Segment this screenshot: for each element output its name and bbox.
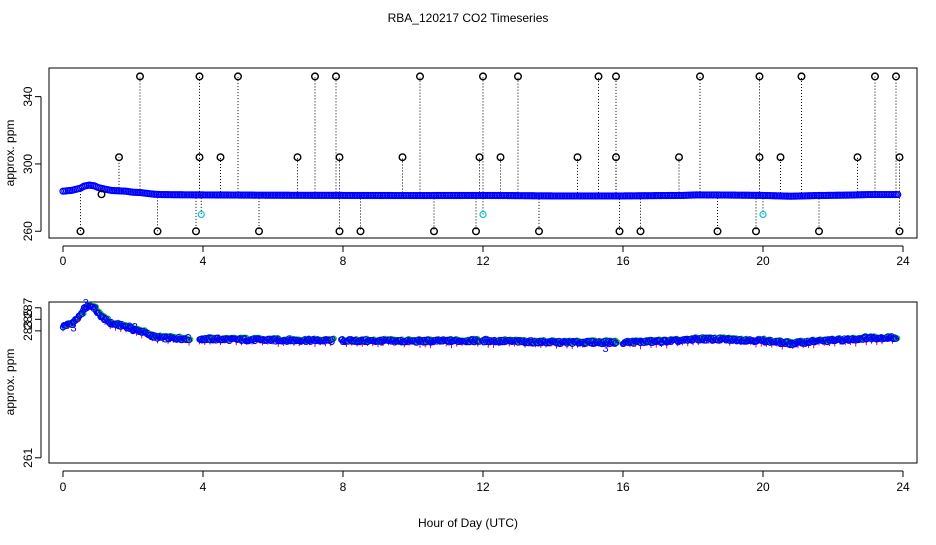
top-y-axis-label: approx. ppm	[3, 120, 17, 187]
top-plot-marks	[59, 72, 904, 236]
bottom-y-tick-label: 287	[21, 297, 35, 317]
bottom-y-tick-label: 261	[21, 447, 35, 467]
outlier-point	[892, 72, 901, 81]
outlier-point	[479, 72, 488, 81]
outlier-point	[895, 153, 904, 162]
bottom-plot-frame	[48, 301, 918, 464]
outlier-point	[472, 227, 481, 236]
outlier-point	[398, 153, 407, 162]
top-y-tick-label: 340	[21, 86, 35, 106]
outlier-point	[752, 227, 761, 236]
outlier-point	[871, 72, 880, 81]
outlier-point	[797, 72, 806, 81]
top-x-axis: 0 4 8 12 16 20 24	[60, 245, 910, 268]
outlier-point	[195, 72, 204, 81]
outlier-point	[612, 72, 621, 81]
bottom-x-tick-label: 24	[896, 480, 910, 494]
outlier-point	[612, 153, 621, 162]
outlier-point	[135, 72, 144, 81]
bottom-x-tick-label: 8	[340, 480, 347, 494]
outlier-point	[514, 72, 523, 81]
outlier-point	[853, 153, 862, 162]
outlier-point	[535, 227, 544, 236]
detail-annotation: 3	[132, 322, 138, 334]
top-x-tick-label: 16	[616, 254, 630, 268]
top-plot-frame	[48, 67, 918, 239]
top-x-tick-label: 24	[896, 254, 910, 268]
flagged-point	[197, 210, 205, 219]
bottom-plot-marks: 333 33	[59, 298, 901, 355]
outlier-point	[475, 153, 484, 162]
detail-point	[185, 336, 193, 344]
bottom-y-tick-label: 285	[21, 309, 35, 329]
detail-annotation: 3	[602, 343, 608, 355]
bottom-x-tick-label: 16	[616, 480, 630, 494]
bottom-y-tick-label: 283	[21, 321, 35, 341]
top-x-tick-label: 0	[60, 254, 67, 268]
top-y-axis: 260 300 340	[21, 86, 42, 241]
outlier-point	[815, 227, 824, 236]
outlier-point	[335, 153, 344, 162]
top-x-tick-label: 20	[756, 254, 770, 268]
outlier-point	[755, 153, 764, 162]
outlier-point	[153, 227, 162, 236]
chart-title: RBA_120217 CO2 Timeseries	[388, 11, 549, 25]
detail-point	[329, 335, 336, 343]
outlier-point	[76, 227, 85, 236]
outlier-point	[636, 227, 645, 236]
detail-point	[612, 339, 620, 346]
outlier-point	[311, 72, 320, 81]
outlier-point	[293, 153, 302, 162]
outlier-point	[114, 153, 123, 162]
outlier-point	[356, 227, 365, 236]
baseline-point	[894, 190, 902, 199]
bottom-x-tick-label: 4	[200, 480, 207, 494]
outlier-point	[594, 72, 603, 81]
bottom-x-axis: 0 4 8 12 16 20 24	[60, 470, 910, 494]
flagged-point	[479, 210, 487, 219]
outlier-point	[713, 227, 722, 236]
outlier-point	[195, 153, 204, 162]
bottom-x-tick-label: 12	[476, 480, 490, 494]
outlier-point	[335, 227, 344, 236]
outlier-point	[573, 153, 582, 162]
outlier-point	[97, 190, 106, 199]
outlier-point	[233, 72, 242, 81]
outlier-point	[254, 227, 263, 236]
outlier-point	[615, 227, 624, 236]
top-x-tick-label: 8	[340, 254, 347, 268]
detail-point	[79, 310, 86, 317]
top-y-tick-label: 300	[21, 154, 35, 174]
top-panel: 0 4 8 12 16 20 24 260 300 340 approx. ppm	[3, 67, 918, 268]
outlier-point	[496, 153, 505, 162]
detail-annotation: 3	[126, 321, 132, 333]
detail-annotation: 3	[70, 323, 76, 335]
outlier-point	[776, 153, 785, 162]
detail-point	[892, 335, 900, 342]
x-axis-label: Hour of Day (UTC)	[418, 516, 518, 530]
outlier-point	[332, 72, 341, 81]
outlier-point	[191, 227, 200, 236]
flagged-point	[759, 210, 767, 219]
bottom-x-tick-label: 0	[60, 480, 67, 494]
outlier-point	[430, 227, 439, 236]
top-x-tick-label: 12	[476, 254, 490, 268]
detail-annotation: 3	[83, 298, 89, 310]
outlier-point	[675, 153, 684, 162]
outlier-point	[216, 153, 225, 162]
top-y-tick-label: 260	[21, 221, 35, 241]
outlier-point	[416, 72, 425, 81]
outlier-point	[895, 227, 904, 236]
bottom-x-tick-label: 20	[756, 480, 770, 494]
bottom-y-axis-label: approx. ppm	[3, 349, 17, 416]
outlier-point	[696, 72, 705, 81]
outlier-point	[755, 72, 764, 81]
top-x-tick-label: 4	[200, 254, 207, 268]
